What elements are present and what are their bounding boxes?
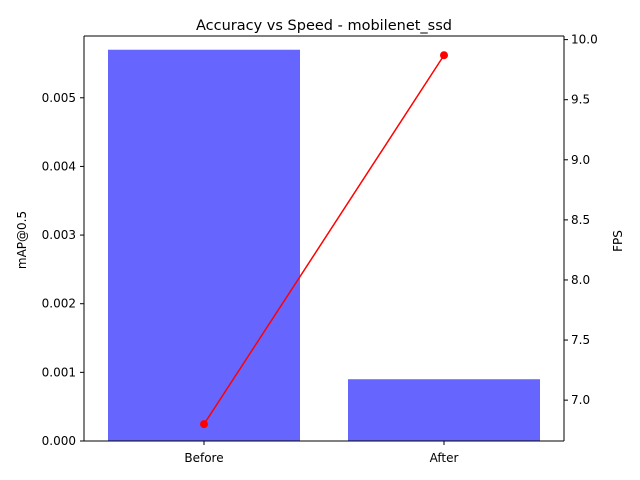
right-tick-label: 9.0 (571, 153, 590, 167)
plot-area: 0.000 0.001 0.002 0.003 0.004 0.005 7.0 7.5 8.0 8… (42, 33, 598, 465)
right-tick-label: 9.5 (571, 93, 590, 107)
fps-point-after (440, 51, 448, 59)
left-tick-label: 0.001 (42, 365, 76, 379)
right-axis-title: FPS (611, 230, 625, 252)
left-tick-label: 0.003 (42, 228, 76, 242)
right-tick-label: 10.0 (571, 33, 598, 47)
left-tick-label: 0.000 (42, 434, 76, 448)
x-tick-label-after: After (430, 451, 459, 465)
fps-point-before (200, 420, 208, 428)
right-tick-label: 8.0 (571, 273, 590, 287)
right-tick-label: 7.5 (571, 333, 590, 347)
x-tick-label-before: Before (184, 451, 223, 465)
left-axis-title: mAP@0.5 (15, 211, 29, 269)
bar-after (348, 379, 540, 441)
left-tick-label: 0.002 (42, 297, 76, 311)
chart-title: Accuracy vs Speed - mobilenet_ssd (196, 18, 452, 34)
bar-before (108, 50, 300, 441)
left-tick-label: 0.005 (42, 91, 76, 105)
right-tick-label: 8.5 (571, 213, 590, 227)
left-tick-label: 0.004 (42, 159, 76, 173)
right-tick-label: 7.0 (571, 393, 590, 407)
